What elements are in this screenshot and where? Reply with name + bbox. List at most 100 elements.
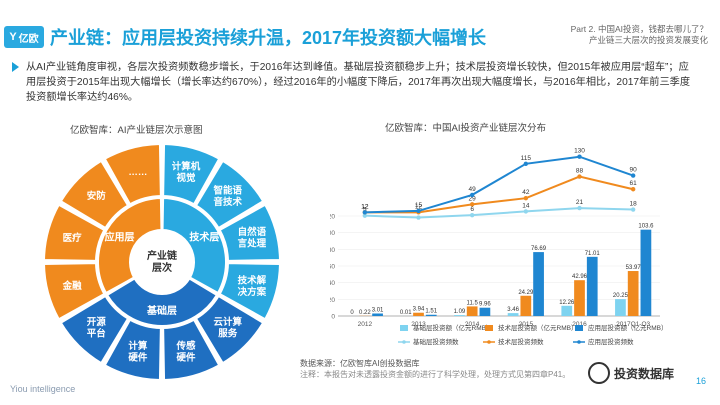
donut-inner-label-app: 应用层	[105, 230, 135, 243]
bar-1-2	[466, 306, 478, 316]
legend-label-1: 技术层投资额（亿元RMB）	[498, 323, 577, 332]
donut-outer-app-3	[103, 143, 162, 206]
bar-label-0-5: 20.25	[613, 293, 629, 299]
donut-outer-tech-3	[218, 262, 281, 321]
bar-1-3	[520, 295, 532, 316]
bar-label-2-5: 103.6	[638, 224, 654, 230]
line-label-0-4: 21	[576, 199, 584, 206]
line-point-1-2	[469, 202, 475, 207]
wechat-badge: 投资数据库	[588, 362, 674, 384]
line-point-1-5	[630, 187, 636, 192]
bar-label-0-3: 3.46	[507, 307, 519, 313]
triangle-bullet-icon	[12, 62, 19, 72]
donut-center	[132, 232, 192, 292]
line-label-2-4: 130	[574, 148, 585, 155]
bar-label-1-0: 0.22	[359, 310, 371, 316]
logo-icon: Y	[9, 31, 17, 43]
donut-outer-label-tech-2: 自然语言处理	[238, 226, 267, 249]
y-tick-label: 80	[330, 247, 335, 254]
donut-outer-base-2	[103, 318, 162, 381]
section-line-1: Part 2. 中国AI投资，钱都去哪儿了？	[570, 24, 708, 34]
line-label-1-2: 29	[469, 195, 477, 202]
donut-outer-label-base-2: 计算硬件	[128, 340, 148, 363]
line-point-0-4	[577, 205, 582, 211]
bar-label-2-2: 9.96	[479, 302, 491, 308]
bar-2-4	[586, 256, 598, 316]
legend-swatch-0	[400, 325, 408, 331]
legend-label-3: 基础层投资频数	[413, 337, 459, 346]
bar-0-2	[454, 315, 465, 316]
line-point-1-4	[577, 174, 582, 179]
donut-inner-base	[105, 277, 219, 327]
line-label-0-5: 18	[630, 201, 638, 208]
line-point-0-2	[469, 212, 475, 218]
line-series-1	[364, 175, 634, 214]
line-series-2	[364, 155, 634, 214]
bar-1-4	[574, 280, 585, 316]
line-label-1-3: 42	[522, 189, 530, 196]
logo-text: 亿欧	[18, 33, 39, 45]
bar-label-0-1: 0.01	[400, 310, 412, 316]
bar-2-5	[640, 229, 652, 316]
line-label-0-2: 6	[470, 206, 474, 213]
bar-0-4	[561, 305, 573, 316]
page-title: 产业链：应用层投资持续升温，2017年投资额大幅增长	[50, 28, 487, 48]
y-tick-label: 0	[331, 314, 335, 321]
bar-label-2-3: 76.69	[531, 246, 547, 252]
line-point-2-4	[577, 154, 582, 159]
line-label-1-5: 61	[630, 180, 638, 187]
x-tick-label: 2017Q1-Q3	[616, 321, 650, 328]
donut-outer-tech-0	[162, 143, 221, 206]
donut-inner-label-tech: 技术层	[189, 230, 219, 243]
line-label-2-0: 12	[361, 203, 369, 210]
y-tick-label: 100	[330, 230, 335, 237]
donut-outer-label-base-3: 开源平台	[87, 316, 107, 339]
donut-outer-base-0	[194, 294, 265, 365]
bar-line-chart: 0 20 40 60 80 100 120 0 0.223.01 2012 0.013.941.51…	[330, 148, 667, 346]
donut-outer-app-2	[59, 159, 130, 230]
wechat-icon	[588, 362, 610, 384]
donut-outer-label-app-2: 安防	[87, 190, 107, 202]
line-label-2-2: 49	[469, 186, 477, 193]
line-point-2-3	[523, 161, 529, 166]
line-label-1-4: 88	[576, 168, 584, 175]
legend-label-0: 基础层投资额（亿元RMB）	[413, 323, 492, 332]
donut-outer-base-1	[162, 318, 221, 381]
bar-1-5	[627, 271, 639, 316]
donut-outer-label-tech-3: 技术解决方案	[238, 274, 267, 297]
line-point-2-1	[416, 208, 421, 214]
donut-outer-tech-1	[194, 159, 265, 230]
footer-brand: Yiou intelligence	[10, 384, 76, 394]
bar-label-2-0: 3.01	[372, 307, 384, 313]
donut-outer-label-app-0: 金融	[62, 280, 83, 292]
bar-2-0	[372, 313, 383, 316]
y-tick-label: 40	[330, 280, 335, 287]
y-tick-label: 120	[330, 214, 335, 221]
donut-outer-label-app-3: ……	[128, 167, 147, 178]
bar-0-5	[615, 299, 626, 316]
x-tick-label: 2015	[519, 321, 534, 328]
donut-title: 亿欧智库：AI产业链层次示意图	[70, 125, 203, 136]
donut-outer-label-app-1: 医疗	[63, 231, 83, 243]
logo: Y 亿欧	[4, 26, 44, 48]
line-point-0-0	[362, 213, 368, 218]
line-label-1-0: 12	[361, 203, 369, 210]
x-tick-label: 2016	[572, 321, 587, 328]
bar-2-3	[533, 252, 544, 316]
donut-outer-label-tech-0: 计算机视觉	[172, 160, 201, 183]
bar-0-3	[507, 313, 519, 316]
line-label-2-5: 90	[630, 167, 638, 174]
bar-label-1-2: 11.5	[467, 300, 479, 306]
line-label-2-1: 15	[415, 202, 423, 209]
line-label-0-0: 5	[363, 207, 367, 214]
line-label-2-3: 115	[521, 155, 532, 162]
bar-label-1-3: 24.29	[518, 290, 534, 296]
chart-title: 亿欧智库：中国AI投资产业链层次分布	[385, 123, 546, 134]
line-series-0	[364, 207, 634, 219]
bullet-paragraph: 从AI产业链角度审视，各层次投资频数稳步增长，于2016年达到峰值。基础层投资额…	[12, 60, 696, 105]
legend-label-2: 应用层投资额（亿元RMB）	[588, 323, 667, 332]
source-notes: 数据来源：亿欧智库AI创投数据库 注释：本报告对未透露投资金额的进行了科学处理，…	[300, 358, 570, 380]
donut-inner-app	[97, 196, 163, 295]
legend-swatch-1	[485, 325, 493, 331]
